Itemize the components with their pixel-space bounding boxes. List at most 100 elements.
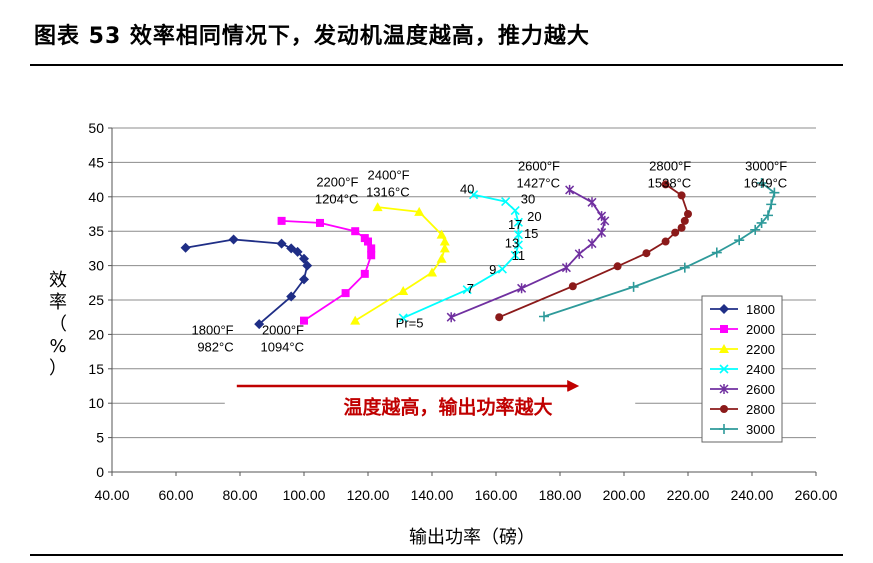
axes: 0 5 10 15 20 25 30 35 40 45 50 40.00 60.00 80.00 100.0… xyxy=(49,120,838,548)
legend-item: 2200 xyxy=(710,342,775,357)
data-point xyxy=(398,286,409,296)
series-line xyxy=(450,189,606,319)
series-2200 xyxy=(350,202,450,325)
data-point xyxy=(180,242,191,253)
legend-label: 2400 xyxy=(746,362,775,377)
data-point xyxy=(517,283,527,294)
data-point xyxy=(677,191,686,200)
data-point xyxy=(350,315,361,325)
pressure-ratio-label: 20 xyxy=(527,209,541,224)
data-point xyxy=(568,282,577,291)
data-point xyxy=(719,424,729,434)
pressure-ratio-label: Pr=5 xyxy=(396,316,424,331)
bottom-divider xyxy=(30,554,843,556)
data-point xyxy=(680,216,689,225)
annotations: 1800°F 982°C 2000°F 1094°C 2200°F 1204°C 2400°… xyxy=(192,159,788,422)
series-line xyxy=(185,238,309,325)
temperature-f: 2800°F xyxy=(649,159,691,174)
data-point xyxy=(720,325,728,333)
legend-label: 2000 xyxy=(746,322,775,337)
data-point xyxy=(360,234,369,243)
legend-item: 2000 xyxy=(710,322,775,337)
x-tick-label: 60.00 xyxy=(158,487,193,503)
x-tick-label: 220.00 xyxy=(667,487,710,503)
y-tick-label: 20 xyxy=(88,326,104,342)
y-tick-label: 40 xyxy=(88,189,104,205)
data-point xyxy=(750,224,761,235)
data-point xyxy=(719,344,729,353)
data-point xyxy=(679,262,690,273)
data-point xyxy=(661,180,670,189)
data-point xyxy=(513,230,523,240)
data-point xyxy=(561,262,571,273)
data-point xyxy=(277,216,286,225)
y-axis-title-char: （ xyxy=(49,314,67,335)
data-point xyxy=(587,238,597,249)
legend-label: 1800 xyxy=(746,302,775,317)
data-point xyxy=(398,313,408,323)
series-lines xyxy=(180,178,780,330)
series-2800 xyxy=(495,180,692,322)
data-point xyxy=(495,313,504,322)
data-point xyxy=(763,210,773,221)
data-point xyxy=(510,250,520,260)
temperature-label: 3000°F 1649°C xyxy=(744,159,788,191)
trend-arrow-head xyxy=(567,380,580,392)
legend-item: 2600 xyxy=(710,382,775,397)
y-axis-title-char: 率 xyxy=(49,292,67,313)
legend-label: 2600 xyxy=(746,382,775,397)
temperature-c: 1427°C xyxy=(516,176,560,191)
temperature-c: 982°C xyxy=(197,339,233,354)
data-point xyxy=(756,217,767,228)
data-point xyxy=(446,312,456,323)
data-point xyxy=(719,384,729,394)
data-point xyxy=(372,202,383,212)
pressure-ratio-label: 17 xyxy=(508,217,522,232)
data-point xyxy=(756,178,767,189)
y-tick-label: 10 xyxy=(88,395,104,411)
temperature-label: 1800°F 982°C xyxy=(192,322,234,354)
data-point xyxy=(501,197,511,207)
x-tick-label: 160.00 xyxy=(475,487,518,503)
legend-label: 2800 xyxy=(746,402,775,417)
series-line xyxy=(281,220,373,322)
temperature-f: 2600°F xyxy=(518,159,560,174)
data-point xyxy=(769,187,780,198)
pressure-ratio-label: 7 xyxy=(467,281,474,296)
data-point xyxy=(565,184,575,195)
series-line xyxy=(402,193,520,319)
trend-text: 温度越高，输出功率越大 xyxy=(343,396,552,419)
data-point xyxy=(367,251,376,260)
data-point xyxy=(469,190,479,200)
x-tick-label: 260.00 xyxy=(795,487,838,503)
legend-item: 3000 xyxy=(710,422,775,437)
x-tick-label: 140.00 xyxy=(411,487,454,503)
x-tick-label: 40.00 xyxy=(94,487,129,503)
data-point xyxy=(228,234,239,245)
temperature-label: 2800°F 1538°C xyxy=(648,159,692,191)
temperature-c: 1316°C xyxy=(366,185,410,200)
data-point xyxy=(300,316,308,325)
temperature-f: 2200°F xyxy=(316,174,358,189)
data-point xyxy=(360,269,369,278)
data-point xyxy=(677,223,686,232)
legend-item: 1800 xyxy=(710,302,775,317)
temperature-c: 1204°C xyxy=(315,191,359,206)
data-point xyxy=(286,243,297,254)
y-tick-label: 5 xyxy=(96,430,104,446)
temperature-label: 2400°F 1316°C xyxy=(366,168,410,200)
temperature-c: 1538°C xyxy=(648,176,692,191)
data-point xyxy=(299,253,309,264)
legend: 1800 2000 2200 2400 2600 2800 3000 xyxy=(701,295,783,443)
y-tick-label: 25 xyxy=(88,292,104,308)
data-point xyxy=(439,236,450,246)
legend-box xyxy=(701,295,783,443)
x-tick-label: 80.00 xyxy=(222,487,257,503)
data-point xyxy=(766,199,777,210)
temperature-label: 2600°F 1427°C xyxy=(516,159,560,191)
temperature-c: 1094°C xyxy=(260,339,304,354)
data-point xyxy=(587,197,597,208)
data-point xyxy=(539,311,549,322)
series-1800 xyxy=(180,234,313,330)
